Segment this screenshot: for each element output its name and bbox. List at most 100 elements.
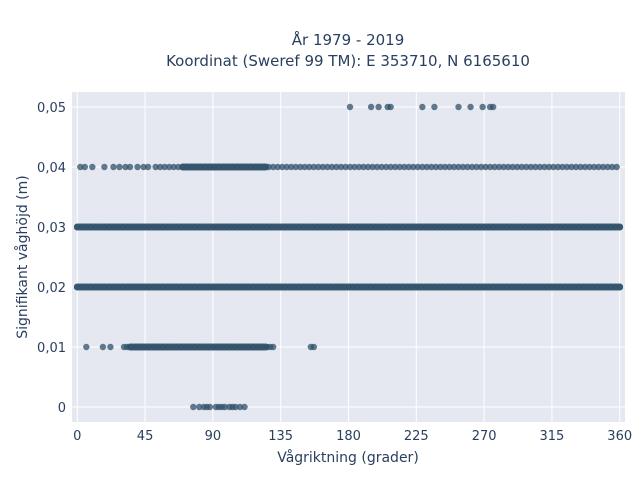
- data-point: [602, 283, 610, 291]
- data-point: [508, 283, 515, 291]
- data-point: [584, 283, 592, 291]
- data-point: [580, 223, 587, 231]
- data-point: [291, 283, 298, 291]
- x-tick-label: 180: [336, 429, 361, 444]
- data-point: [268, 223, 275, 231]
- data-point: [548, 283, 556, 291]
- data-point: [96, 223, 104, 231]
- data-point: [206, 403, 214, 411]
- data-point: [527, 163, 535, 171]
- data-point: [517, 223, 524, 231]
- data-point: [539, 283, 547, 291]
- data-point: [173, 343, 180, 351]
- data-point: [277, 223, 284, 231]
- data-point: [87, 283, 95, 291]
- data-point: [247, 163, 254, 171]
- data-point: [349, 223, 357, 231]
- data-point: [164, 343, 171, 351]
- data-point: [581, 163, 589, 171]
- data-point: [309, 283, 316, 291]
- data-point: [232, 403, 239, 411]
- data-point: [83, 283, 90, 291]
- data-point: [193, 163, 200, 171]
- data-point: [559, 163, 566, 171]
- data-point: [345, 223, 352, 231]
- data-point: [541, 163, 548, 171]
- data-point: [196, 403, 203, 411]
- data-point: [372, 223, 379, 231]
- data-point: [413, 223, 420, 231]
- data-point: [468, 163, 476, 171]
- data-point: [612, 223, 619, 231]
- data-point: [584, 223, 592, 231]
- data-point: [146, 223, 153, 231]
- data-point: [128, 343, 135, 351]
- data-point: [399, 283, 406, 291]
- x-tick-label: 135: [268, 429, 293, 444]
- data-point: [485, 223, 492, 231]
- data-point: [432, 163, 440, 171]
- data-point: [110, 223, 117, 231]
- data-point: [165, 163, 173, 171]
- data-point: [236, 403, 244, 411]
- data-point: [146, 283, 153, 291]
- data-point: [598, 223, 605, 231]
- y-tick-label: 0,01: [37, 341, 66, 356]
- data-point: [304, 223, 312, 231]
- data-point: [245, 223, 253, 231]
- data-point: [405, 163, 412, 171]
- data-point: [101, 223, 108, 231]
- data-point: [455, 163, 462, 171]
- data-point: [494, 223, 501, 231]
- data-point: [327, 283, 334, 291]
- data-point: [387, 103, 394, 111]
- data-point: [178, 283, 185, 291]
- data-point: [548, 223, 556, 231]
- y-tick-label: 0,05: [37, 101, 66, 116]
- data-point: [595, 163, 602, 171]
- data-point: [119, 223, 126, 231]
- data-point: [404, 223, 411, 231]
- data-point: [395, 283, 402, 291]
- data-point: [480, 283, 488, 291]
- data-point: [155, 343, 162, 351]
- data-point: [238, 163, 245, 171]
- data-point: [232, 283, 239, 291]
- data-point: [263, 223, 271, 231]
- data-point: [512, 283, 519, 291]
- data-point: [328, 163, 336, 171]
- data-point: [491, 163, 498, 171]
- data-point: [435, 283, 443, 291]
- data-point: [155, 283, 162, 291]
- data-point: [227, 283, 235, 291]
- y-tick-label: 0,03: [37, 221, 66, 236]
- data-point: [304, 283, 312, 291]
- data-point: [435, 223, 443, 231]
- data-point: [137, 283, 144, 291]
- data-point: [156, 163, 164, 171]
- data-point: [613, 163, 620, 171]
- data-point: [530, 223, 538, 231]
- data-point: [550, 163, 557, 171]
- data-point: [282, 223, 289, 231]
- data-point: [310, 163, 318, 171]
- data-point: [187, 343, 194, 351]
- data-point: [272, 283, 280, 291]
- data-point: [187, 223, 194, 231]
- data-point: [209, 223, 217, 231]
- data-point: [196, 223, 203, 231]
- data-point: [196, 283, 203, 291]
- data-point: [254, 223, 262, 231]
- data-point: [310, 343, 318, 351]
- data-point: [408, 283, 415, 291]
- data-point: [169, 283, 176, 291]
- data-point: [422, 223, 429, 231]
- data-point: [146, 343, 153, 351]
- data-point: [535, 223, 542, 231]
- data-point: [269, 343, 277, 351]
- data-point: [254, 343, 262, 351]
- data-point: [322, 223, 330, 231]
- data-point: [182, 283, 189, 291]
- data-point: [340, 283, 348, 291]
- data-point: [593, 223, 601, 231]
